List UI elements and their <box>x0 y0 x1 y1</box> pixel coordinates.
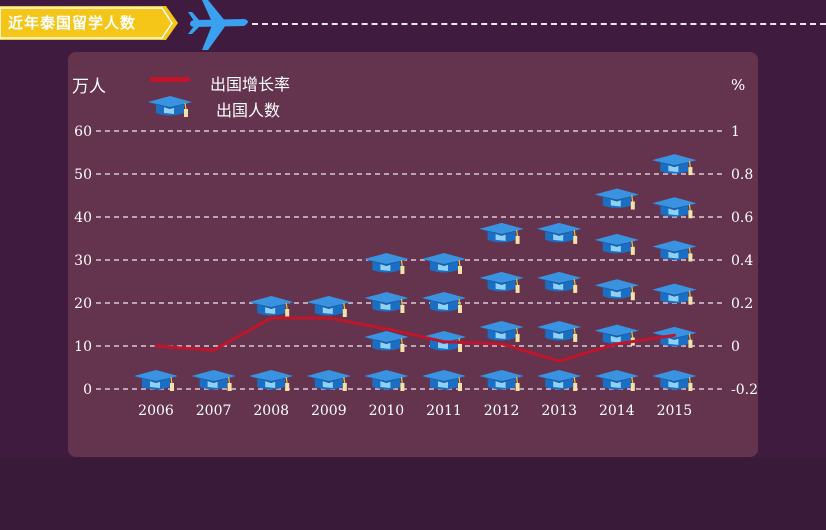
left-tick-label: 50 <box>74 167 92 183</box>
legend-cap-label: 出国人数 <box>216 101 281 120</box>
bar-cap-2011 <box>421 252 467 275</box>
bar-cap-2012 <box>479 369 525 392</box>
legend-line-label: 出国增长率 <box>210 75 291 94</box>
legend-line-swatch <box>150 77 190 82</box>
bar-cap-2012 <box>479 320 525 343</box>
bar-cap-2014 <box>594 187 640 211</box>
graduation-cap-icon <box>147 95 193 118</box>
growth-rate-point <box>327 316 331 320</box>
background-lower <box>0 458 826 530</box>
right-tick-label: 0 <box>731 339 740 355</box>
bar-cap-2010 <box>363 330 409 353</box>
header-title: 近年泰国留学人数 <box>8 14 137 32</box>
growth-rate-point <box>212 348 216 352</box>
right-tick-label: 0.6 <box>731 210 753 226</box>
bar-cap-2013 <box>536 222 582 245</box>
growth-rate-point <box>672 333 676 337</box>
bar-cap-2015 <box>651 196 698 219</box>
bar-cap-2015 <box>651 153 698 176</box>
right-tick-label: 0.4 <box>731 253 753 269</box>
right-tick-label: 1 <box>731 124 740 140</box>
category-label: 2007 <box>196 403 232 419</box>
right-tick-label: 0.8 <box>731 167 753 183</box>
bar-cap-2014 <box>594 278 640 301</box>
category-label: 2008 <box>253 403 289 419</box>
category-label: 2010 <box>369 403 405 419</box>
left-tick-label: 60 <box>74 124 92 140</box>
left-axis-unit: 万人 <box>72 77 106 97</box>
growth-rate-point <box>269 316 273 320</box>
category-label: 2012 <box>484 403 520 419</box>
growth-rate-line <box>155 316 675 363</box>
category-label: 2014 <box>599 403 635 419</box>
header-banner <box>0 6 178 40</box>
growth-rate-point <box>615 342 619 346</box>
category-label: 2013 <box>541 403 577 419</box>
left-tick-label: 40 <box>74 210 92 226</box>
right-tick-label: -0.2 <box>731 382 758 398</box>
bar-cap-2012 <box>479 222 525 245</box>
bar-cap-2012 <box>479 271 525 294</box>
bar-cap-2015 <box>651 283 698 306</box>
bar-cap-2013 <box>536 320 582 343</box>
bar-cap-2009 <box>306 369 352 392</box>
airplane-icon <box>188 0 248 50</box>
bar-cap-2011 <box>421 291 467 314</box>
bar-cap-2014 <box>594 233 640 256</box>
category-label: 2011 <box>426 403 462 419</box>
bar-cap-2011 <box>421 369 467 392</box>
bar-cap-2010 <box>363 252 409 275</box>
bar-cap-2014 <box>594 369 640 392</box>
bar-cap-2009 <box>306 295 352 318</box>
right-axis-unit: % <box>731 76 746 94</box>
bar-cap-2008 <box>248 369 294 392</box>
left-tick-label: 30 <box>74 253 92 269</box>
growth-rate-point <box>500 342 504 346</box>
bar-cap-2015 <box>651 369 698 392</box>
bar-cap-2015 <box>651 239 698 263</box>
right-tick-label: 0.2 <box>731 296 753 312</box>
bar-cap-2008 <box>248 295 294 318</box>
category-label: 2006 <box>138 403 174 419</box>
left-tick-label: 20 <box>74 296 92 312</box>
left-tick-label: 10 <box>74 339 92 355</box>
bar-cap-2010 <box>363 369 409 392</box>
growth-rate-point <box>154 344 158 348</box>
growth-rate-point <box>557 359 561 363</box>
bar-cap-2007 <box>191 369 237 392</box>
bar-cap-2013 <box>536 369 582 392</box>
category-label: 2015 <box>657 403 693 419</box>
growth-rate-point <box>384 327 388 331</box>
bar-cap-2013 <box>536 271 582 294</box>
bar-cap-2006 <box>133 369 179 392</box>
category-label: 2009 <box>311 403 347 419</box>
header-dashed-line <box>252 23 826 25</box>
growth-rate-point <box>442 340 446 344</box>
left-tick-label: 0 <box>83 382 92 398</box>
